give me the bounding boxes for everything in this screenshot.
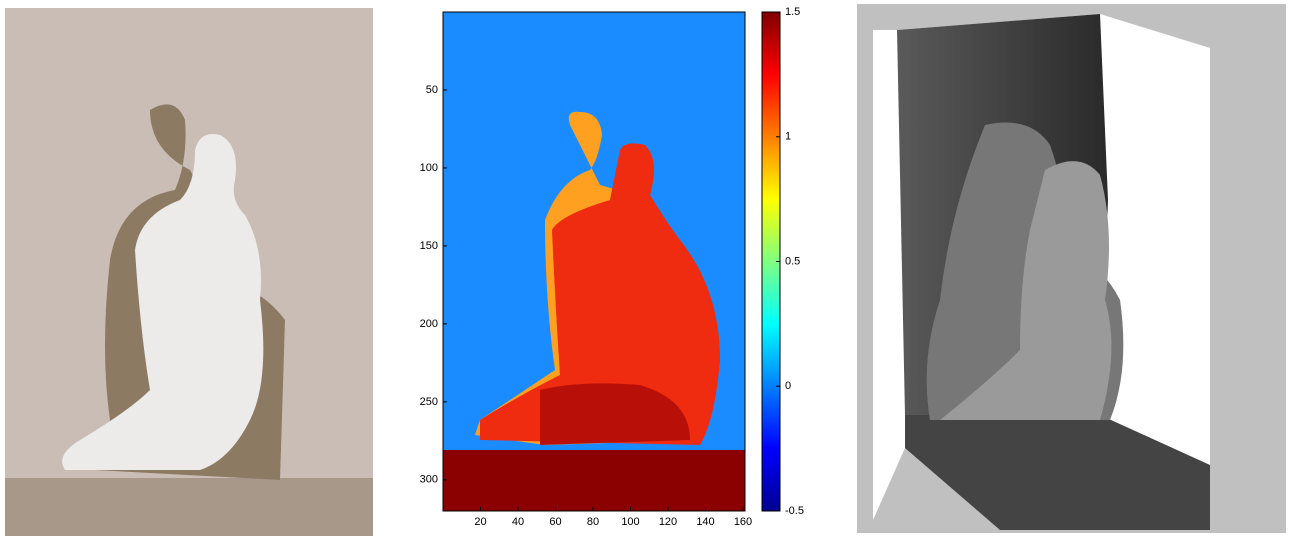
- x-tick-label: 160: [734, 516, 752, 528]
- colorbar-tick-label: 0.5: [785, 255, 800, 267]
- x-tick-label: 20: [474, 516, 486, 528]
- x-tick-label: 60: [549, 516, 561, 528]
- x-tick-label: 140: [696, 516, 714, 528]
- x-tick-label: 120: [659, 516, 677, 528]
- y-tick-label: 100: [420, 162, 438, 174]
- colorbar-tick-label: 1.5: [785, 6, 800, 18]
- y-tick-label: 300: [420, 474, 438, 486]
- colorbar-tick-label: 1: [785, 131, 791, 143]
- colorbar-tick-label: -0.5: [785, 505, 804, 517]
- photo: [5, 8, 373, 536]
- x-tick-label: 100: [621, 516, 639, 528]
- x-tick-label: 40: [512, 516, 524, 528]
- y-tick-label: 250: [420, 396, 438, 408]
- x-tick-label: 80: [587, 516, 599, 528]
- render: [857, 4, 1286, 533]
- depth-image: [443, 12, 780, 511]
- colorbar-tick-label: 0: [785, 380, 791, 392]
- figure: 20 40 60 80 100 120 140 160 50 100 150 200 250 300 1.5…: [0, 0, 1289, 536]
- y-tick-label: 150: [420, 240, 438, 252]
- y-tick-label: 200: [420, 318, 438, 330]
- y-tick-label: 50: [426, 84, 438, 96]
